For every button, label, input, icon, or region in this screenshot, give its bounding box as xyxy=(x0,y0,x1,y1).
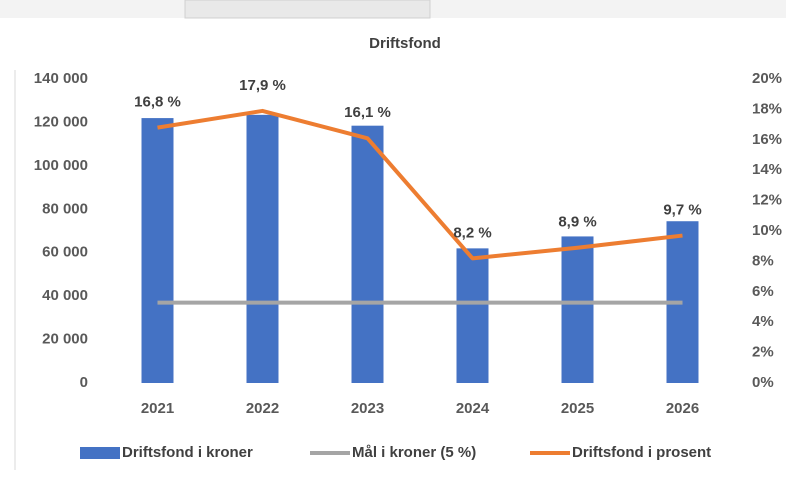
data-label: 8,9 % xyxy=(558,214,596,231)
y-tick-label: 100 000 xyxy=(34,157,88,174)
y-tick-label: 0 xyxy=(80,374,88,391)
data-label: 16,8 % xyxy=(134,94,181,111)
bar xyxy=(246,114,279,383)
data-label: 9,7 % xyxy=(663,202,701,219)
legend-swatch xyxy=(80,447,120,459)
bar xyxy=(561,236,594,383)
y2-tick-label: 18% xyxy=(752,100,782,117)
y2-tick-label: 2% xyxy=(752,344,774,361)
x-tick-label: 2022 xyxy=(246,400,279,417)
data-label: 16,1 % xyxy=(344,104,391,121)
x-tick-label: 2025 xyxy=(561,400,594,417)
y-tick-label: 20 000 xyxy=(42,331,88,348)
y2-tick-label: 16% xyxy=(752,131,782,148)
legend-label: Driftsfond i kroner xyxy=(122,444,253,461)
data-label: 8,2 % xyxy=(453,224,491,241)
y-tick-label: 80 000 xyxy=(42,200,88,217)
x-tick-label: 2024 xyxy=(456,400,490,417)
y2-tick-label: 0% xyxy=(752,374,774,391)
x-tick-label: 2026 xyxy=(666,400,699,417)
x-tick-label: 2021 xyxy=(141,400,174,417)
legend-label: Mål i kroner (5 %) xyxy=(352,444,476,461)
y2-tick-label: 10% xyxy=(752,222,782,239)
y2-tick-label: 4% xyxy=(752,313,774,330)
y-tick-label: 140 000 xyxy=(34,70,88,87)
x-tick-label: 2023 xyxy=(351,400,384,417)
chart-title: Driftsfond xyxy=(369,35,441,52)
y2-tick-label: 14% xyxy=(752,161,782,178)
bar xyxy=(351,125,384,383)
y2-tick-label: 6% xyxy=(752,283,774,300)
y2-tick-label: 20% xyxy=(752,70,782,87)
bar xyxy=(456,248,489,383)
y-tick-label: 60 000 xyxy=(42,244,88,261)
y2-tick-label: 8% xyxy=(752,252,774,269)
legend-label: Driftsfond i prosent xyxy=(572,444,711,461)
line xyxy=(157,108,683,261)
y-tick-label: 40 000 xyxy=(42,287,88,304)
bar xyxy=(141,118,174,383)
tab xyxy=(184,0,431,19)
y2-tick-label: 12% xyxy=(752,192,782,209)
data-label: 17,9 % xyxy=(239,77,286,94)
y-tick-label: 120 000 xyxy=(34,113,88,130)
